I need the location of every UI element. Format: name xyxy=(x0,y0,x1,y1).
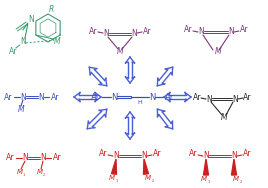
Text: N: N xyxy=(20,37,26,46)
Text: N: N xyxy=(203,152,209,161)
Text: M: M xyxy=(201,176,207,182)
Text: N: N xyxy=(40,153,46,162)
Text: Ar: Ar xyxy=(53,153,61,162)
Text: M: M xyxy=(17,169,23,175)
Text: Ar: Ar xyxy=(193,92,201,102)
Text: Ar: Ar xyxy=(91,92,100,102)
Text: $^1$: $^1$ xyxy=(22,172,26,177)
Text: Ar: Ar xyxy=(143,27,151,36)
Text: M: M xyxy=(37,169,43,175)
Text: Ar: Ar xyxy=(184,26,192,35)
Text: M: M xyxy=(233,176,239,182)
Text: Ar: Ar xyxy=(153,149,161,158)
Text: M: M xyxy=(54,37,60,46)
Text: N: N xyxy=(20,92,26,102)
Text: $^2$: $^2$ xyxy=(42,172,46,177)
Text: M: M xyxy=(145,175,151,181)
Text: N: N xyxy=(206,95,212,104)
Text: R: R xyxy=(49,5,54,14)
Text: Ar: Ar xyxy=(243,149,251,158)
Polygon shape xyxy=(111,159,117,174)
Text: $^2$: $^2$ xyxy=(151,178,155,183)
Text: $^1$: $^1$ xyxy=(115,178,119,183)
Text: N: N xyxy=(131,30,137,39)
Text: N: N xyxy=(111,92,117,102)
Text: Ar: Ar xyxy=(165,92,175,102)
Text: N: N xyxy=(38,92,44,102)
Text: N: N xyxy=(113,152,119,161)
Text: N: N xyxy=(103,30,109,39)
Text: N: N xyxy=(149,92,155,102)
Polygon shape xyxy=(232,159,236,175)
Text: Ar: Ar xyxy=(243,92,251,102)
Text: Ar: Ar xyxy=(189,149,197,158)
Text: Ar: Ar xyxy=(4,92,12,102)
Text: Ar: Ar xyxy=(6,153,14,162)
Text: Ar: Ar xyxy=(51,92,59,102)
Text: M: M xyxy=(221,112,227,121)
Text: N: N xyxy=(231,152,237,161)
Text: M: M xyxy=(215,48,221,57)
Text: Ar: Ar xyxy=(89,27,97,36)
Text: Ar: Ar xyxy=(240,26,248,35)
Text: M: M xyxy=(109,175,115,181)
Text: N: N xyxy=(198,27,204,36)
Text: M: M xyxy=(117,48,123,57)
Text: N: N xyxy=(232,95,238,104)
Text: H: H xyxy=(138,101,142,105)
Text: N: N xyxy=(141,152,147,161)
Text: $^1$: $^1$ xyxy=(207,180,211,185)
Text: M: M xyxy=(18,105,24,114)
Polygon shape xyxy=(203,159,209,175)
Text: N: N xyxy=(28,15,34,24)
Text: N: N xyxy=(228,27,234,36)
Text: $^2$: $^2$ xyxy=(239,180,243,185)
Text: Ar: Ar xyxy=(9,46,17,55)
Text: Ar: Ar xyxy=(99,149,107,158)
Text: N: N xyxy=(22,153,28,162)
Polygon shape xyxy=(144,159,148,174)
